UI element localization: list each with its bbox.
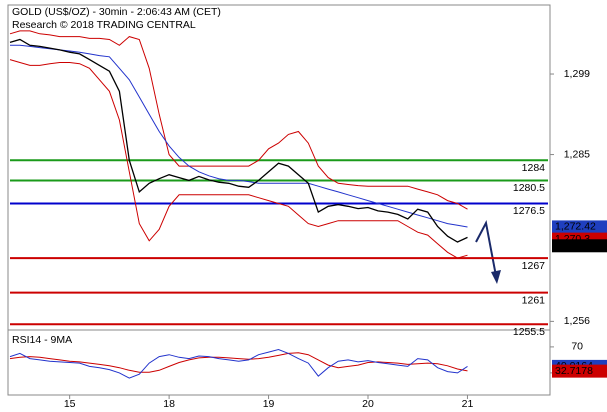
series-line <box>9 59 468 259</box>
last-value-box <box>552 239 607 253</box>
projection-arrow <box>475 219 497 277</box>
chart-subtitle: Research © 2018 TRADING CENTRAL <box>12 19 196 31</box>
y-tick-label: 70 <box>571 341 583 353</box>
series-line <box>9 352 468 373</box>
y-tick-label: 1,256 <box>564 315 590 327</box>
plot-frame <box>7 4 551 396</box>
level-label: 1280.5 <box>513 182 545 194</box>
level-label: 1267 <box>522 260 546 272</box>
last-value-label: 1,272.42 <box>555 221 596 233</box>
level-label: 1261 <box>522 294 546 306</box>
x-tick-label: 21 <box>462 398 474 410</box>
level-label: 1255.5 <box>513 326 545 338</box>
y-tick-label: 1,299 <box>564 68 590 80</box>
x-tick-label: 20 <box>362 398 374 410</box>
last-value-box <box>552 364 607 378</box>
x-tick-label: 18 <box>163 398 175 410</box>
level-label: 1276.5 <box>513 205 545 217</box>
series-line <box>10 44 468 228</box>
series-line <box>9 38 468 243</box>
x-tick-label: 19 <box>263 398 275 410</box>
series-line <box>9 30 468 210</box>
series-line <box>9 348 468 379</box>
y-tick-label: 1,285 <box>564 148 590 160</box>
last-value-label: 1,269.14 <box>555 240 596 252</box>
level-label: 1284 <box>522 162 546 174</box>
last-value-box <box>552 220 607 234</box>
last-value-label: 32.7178 <box>555 365 593 377</box>
chart-title: GOLD (US$/OZ) - 30min - 2:06:43 AM (CET) <box>12 6 221 18</box>
x-tick-label: 15 <box>64 398 76 410</box>
rsi-title: RSI14 - 9MA <box>12 334 72 346</box>
arrow-head <box>491 270 501 284</box>
